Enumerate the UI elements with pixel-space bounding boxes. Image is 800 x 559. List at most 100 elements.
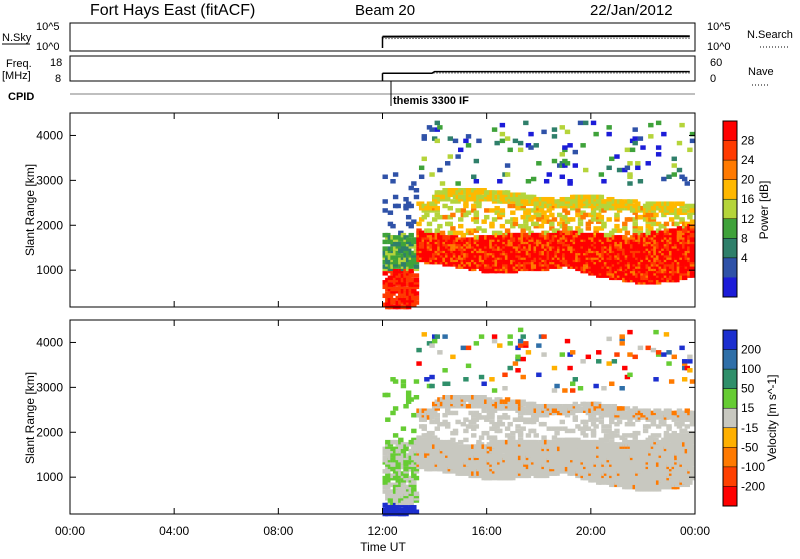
range-cell xyxy=(677,168,682,173)
range-cell xyxy=(560,175,565,180)
range-cell xyxy=(481,408,486,413)
range-cell xyxy=(643,429,648,434)
range-cell xyxy=(617,168,622,173)
range-cell xyxy=(492,127,497,131)
range-cell xyxy=(523,121,528,126)
range-cell xyxy=(409,269,414,274)
range-cell xyxy=(651,348,656,353)
range-cell xyxy=(672,172,677,177)
range-cell xyxy=(448,206,453,211)
range-cell xyxy=(497,343,502,348)
range-cell xyxy=(666,175,671,180)
range-cell xyxy=(622,222,627,227)
sky-tick-left-top: 10^5 xyxy=(36,21,60,33)
range-cell xyxy=(515,424,520,429)
range-cell xyxy=(437,190,442,195)
range-cell xyxy=(664,222,669,227)
nave-tick-bottom: 0 xyxy=(710,73,716,85)
station-title: Fort Hays East (fitACF) xyxy=(90,2,255,19)
range-cell xyxy=(656,152,661,157)
range-cell xyxy=(414,379,419,384)
range-cell xyxy=(435,417,440,422)
range-cell xyxy=(437,168,442,173)
range-cell xyxy=(570,217,575,222)
range-cell xyxy=(633,355,638,360)
range-cell xyxy=(463,377,468,382)
range-cell xyxy=(492,388,497,393)
range-cell xyxy=(474,159,479,164)
range-cell xyxy=(508,341,513,346)
range-cell xyxy=(409,204,414,209)
range-cell xyxy=(604,233,609,238)
range-cell xyxy=(497,190,502,195)
beam-label: Beam 20 xyxy=(355,2,415,19)
range-cell xyxy=(653,377,658,382)
range-cell xyxy=(479,334,484,339)
range-cell xyxy=(619,341,624,346)
date-label: 22/Jan/2012 xyxy=(590,2,673,19)
range-cell xyxy=(625,231,630,236)
range-cell xyxy=(476,226,481,231)
range-cell xyxy=(429,343,434,348)
range-cell xyxy=(541,422,546,427)
range-cell xyxy=(414,300,419,305)
range-cell xyxy=(648,134,653,139)
range-cell xyxy=(690,224,695,229)
range-cell xyxy=(661,422,666,427)
range-cell xyxy=(656,350,661,355)
range-cell xyxy=(541,435,546,440)
range-cell xyxy=(461,208,466,213)
range-cell xyxy=(606,166,611,171)
range-cell xyxy=(669,217,674,222)
range-cell xyxy=(479,195,484,200)
range-cell xyxy=(646,161,651,166)
range-cell xyxy=(414,395,419,400)
range-cell xyxy=(492,339,497,344)
range-cell xyxy=(471,204,476,209)
range-cell xyxy=(445,382,450,387)
range-cell xyxy=(414,264,419,269)
range-cell xyxy=(630,148,635,153)
range-cell xyxy=(414,296,419,301)
range-cell xyxy=(429,431,434,436)
range-cell xyxy=(539,224,544,229)
range-cell xyxy=(521,215,526,220)
range-cell xyxy=(593,417,598,422)
range-cell xyxy=(479,375,484,380)
range-cell xyxy=(627,373,632,378)
range-cell xyxy=(562,215,567,220)
range-cell xyxy=(458,217,463,222)
range-cell xyxy=(601,222,606,227)
range-cell xyxy=(429,127,434,131)
range-cell xyxy=(648,123,653,128)
range-cell xyxy=(500,422,505,427)
range-cell xyxy=(609,157,614,162)
range-cell xyxy=(414,278,419,283)
freq-tick-bottom: 8 xyxy=(55,73,61,85)
range-cell xyxy=(388,489,393,494)
range-cell xyxy=(578,222,583,227)
range-cell xyxy=(390,224,395,229)
range-cell xyxy=(606,125,611,130)
range-cell xyxy=(484,208,489,213)
range-cell xyxy=(560,420,565,425)
range-cell xyxy=(627,352,632,357)
range-cell xyxy=(422,332,427,337)
nave-tick-top: 60 xyxy=(710,57,722,69)
range-cell xyxy=(619,334,624,339)
range-cell xyxy=(453,395,458,400)
range-cell xyxy=(573,150,578,155)
range-cell xyxy=(398,438,403,443)
range-cell xyxy=(531,215,536,220)
cpid-label: CPID xyxy=(8,91,34,103)
range-cell xyxy=(528,145,533,150)
range-cell xyxy=(562,145,567,150)
range-cell xyxy=(690,219,695,224)
range-cell xyxy=(445,422,450,427)
range-cell xyxy=(508,366,513,371)
range-cell xyxy=(406,391,411,396)
cpid-program: themis 3300 IF xyxy=(393,95,469,107)
range-cell xyxy=(567,179,572,184)
range-cell xyxy=(526,433,531,438)
